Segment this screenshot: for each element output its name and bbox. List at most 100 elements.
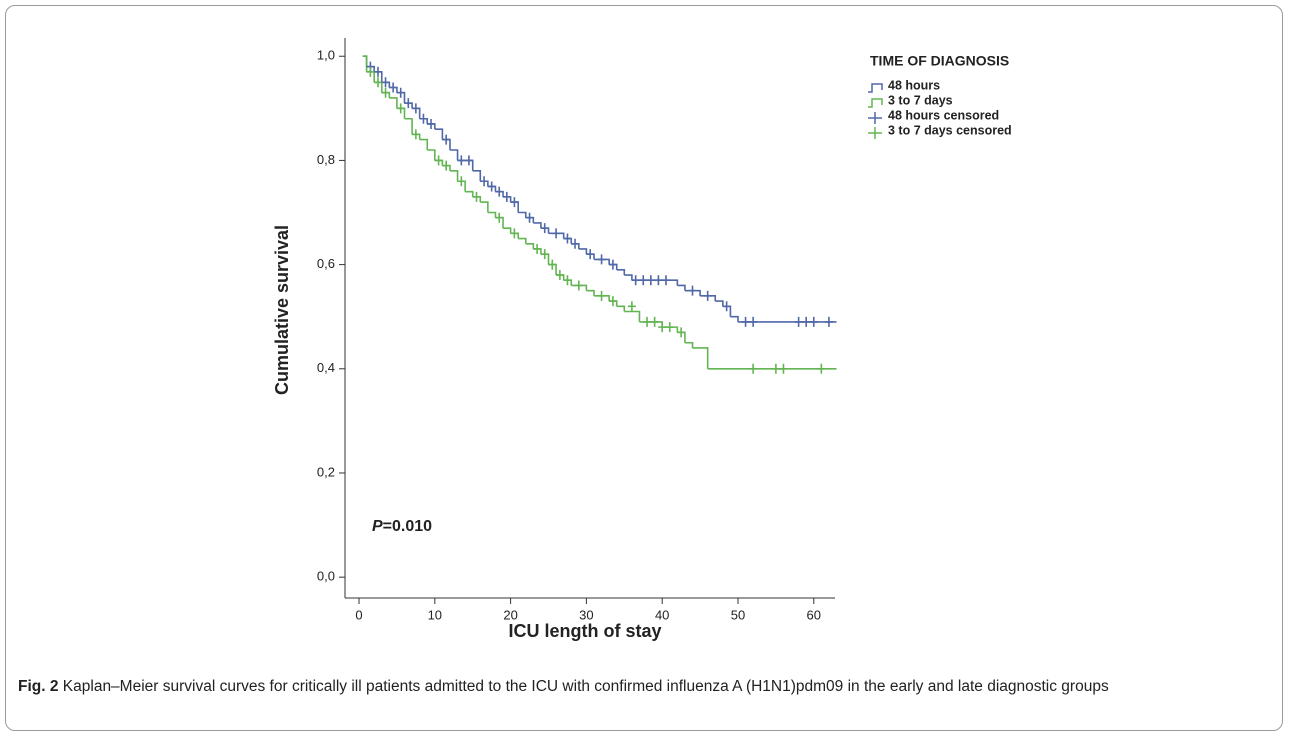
censor-mark — [381, 77, 390, 88]
censor-mark — [510, 197, 519, 208]
legend-swatch — [868, 83, 883, 93]
censor-mark — [411, 129, 420, 140]
censor-mark — [540, 223, 549, 234]
survival-step — [692, 347, 709, 369]
figure-frame — [5, 5, 1283, 731]
censor-mark — [661, 275, 670, 286]
censor-mark — [366, 66, 375, 77]
survival-step — [449, 170, 459, 182]
survival-step — [616, 269, 626, 276]
censor-mark — [688, 285, 697, 296]
censor-mark — [457, 176, 466, 187]
survival-step — [362, 55, 368, 72]
censor-mark — [552, 228, 561, 239]
censor-mark — [411, 103, 420, 114]
censor-mark — [540, 249, 549, 260]
survival-step — [624, 310, 641, 322]
censor-mark — [643, 316, 652, 327]
censor-mark — [608, 296, 617, 307]
y-tick-label: 1,0 — [317, 48, 335, 63]
censor-mark — [495, 186, 504, 197]
survival-step — [503, 227, 512, 234]
x-axis-label: ICU length of stay — [508, 621, 661, 641]
y-tick-label: 0,4 — [317, 360, 335, 375]
survival-step — [427, 149, 436, 161]
x-tick-label: 20 — [503, 607, 517, 622]
caption-label: Fig. 2 — [18, 678, 59, 695]
censor-mark — [586, 249, 595, 260]
censor-mark — [495, 212, 504, 223]
survival-step — [518, 211, 527, 218]
censor-mark — [658, 322, 667, 333]
survival-step — [419, 138, 429, 150]
censor-mark — [627, 301, 636, 312]
survival-step — [624, 274, 633, 281]
legend-swatch — [868, 127, 882, 139]
x-tick-label: 0 — [355, 607, 362, 622]
survival-step — [684, 341, 694, 348]
survival-step — [578, 248, 588, 255]
censor-mark — [502, 191, 511, 202]
censor-mark — [646, 275, 655, 286]
censor-mark — [817, 363, 826, 374]
censor-mark — [533, 243, 542, 254]
censor-mark — [563, 233, 572, 244]
censor-mark — [373, 66, 382, 77]
censor-mark — [677, 327, 686, 338]
survival-step — [389, 97, 398, 109]
x-tick-label: 60 — [807, 607, 821, 622]
censor-mark — [771, 363, 780, 374]
censor-mark — [472, 191, 481, 202]
censor-mark — [555, 270, 564, 281]
censor-mark — [464, 155, 473, 166]
legend-swatch — [868, 112, 882, 124]
x-tick-label: 10 — [428, 607, 442, 622]
censor-mark — [442, 134, 451, 145]
censor-mark — [779, 363, 788, 374]
x-tick-label: 30 — [579, 607, 593, 622]
y-tick-label: 0,2 — [317, 464, 335, 479]
y-axis-label: Cumulative survival — [272, 225, 292, 395]
censor-mark — [396, 87, 405, 98]
survival-step — [677, 284, 686, 291]
survival-step — [586, 289, 595, 296]
censor-mark — [396, 103, 405, 114]
chart: ICU length of stay Cumulative survival T… — [272, 38, 1012, 641]
legend-title: TIME OF DIAGNOSIS — [870, 53, 1009, 69]
censor-mark — [389, 82, 398, 93]
censor-mark — [650, 316, 659, 327]
caption: Fig. 2 Kaplan–Meier survival curves for … — [18, 676, 1248, 698]
y-tick-label: 0,8 — [317, 152, 335, 167]
y-tick-label: 0,0 — [317, 569, 335, 584]
survival-step — [616, 305, 626, 312]
censor-mark — [548, 259, 557, 270]
censor-mark — [703, 290, 712, 301]
legend-swatch — [868, 98, 883, 108]
censor-mark — [442, 160, 451, 171]
survival-step — [525, 242, 535, 249]
censor-mark — [487, 181, 496, 192]
censor-mark — [563, 275, 572, 286]
x-tick-label: 40 — [655, 607, 669, 622]
censor-mark — [381, 87, 390, 98]
censor-mark — [794, 316, 803, 327]
censor-mark — [574, 280, 583, 291]
censor-mark — [749, 363, 758, 374]
legend-label: 48 hours censored — [888, 108, 999, 122]
censor-mark — [510, 228, 519, 239]
censor-mark — [597, 254, 606, 265]
censor-mark — [722, 301, 731, 312]
censor-mark — [427, 118, 436, 129]
censor-mark — [824, 316, 833, 327]
survival-step — [730, 315, 739, 322]
survival-step — [480, 201, 489, 213]
censor-mark — [665, 322, 674, 333]
y-tick-label: 0,6 — [317, 256, 335, 271]
legend-label: 3 to 7 days — [888, 93, 953, 107]
survival-step — [465, 190, 474, 197]
caption-text: Kaplan–Meier survival curves for critica… — [62, 678, 1109, 695]
p-value-annotation: P=0.010 — [372, 518, 432, 535]
survival-step — [487, 211, 497, 218]
survival-step — [449, 149, 459, 161]
